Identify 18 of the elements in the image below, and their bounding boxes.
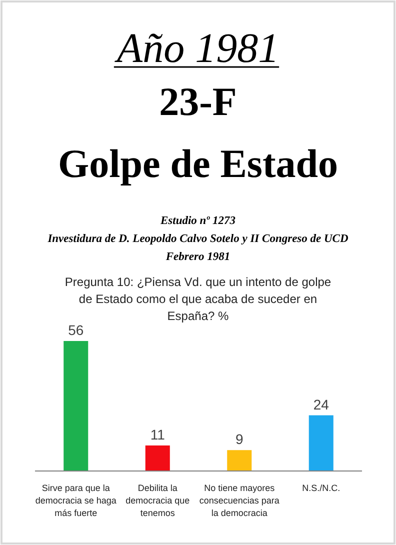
text: Estudio nº 1273 — [159, 215, 236, 227]
chart-title: Año 1981 — [114, 26, 280, 72]
x-tick-label: N.S./N.C. — [302, 483, 340, 493]
text: Pregunta 10: ¿Piensa Vd. que un intento de golpe de Estado como el que acaba de suceder en España? % — [64, 275, 332, 323]
data-label: 56 — [68, 322, 84, 338]
data-label: 9 — [235, 431, 244, 448]
chart-subtitle: 23-F Golpe de Estado — [58, 79, 338, 186]
x-tick-label: Sirve para que la democracia se haga más fuerte — [35, 483, 116, 518]
text: Investidura de D. Leopoldo Calvo Sotelo y II Congreso de UCD — [46, 233, 349, 245]
text: Febrero 1981 — [164, 251, 230, 263]
bar — [64, 341, 88, 471]
bar — [227, 450, 252, 471]
x-tick-label: No tiene mayores consecuencias para la democracia — [199, 483, 280, 518]
bar — [145, 445, 170, 471]
data-label: 11 — [150, 426, 166, 442]
data-label: 24 — [313, 396, 330, 412]
bar — [308, 415, 334, 471]
x-tick-label: Debilita la democracia que tenemos — [126, 483, 190, 518]
